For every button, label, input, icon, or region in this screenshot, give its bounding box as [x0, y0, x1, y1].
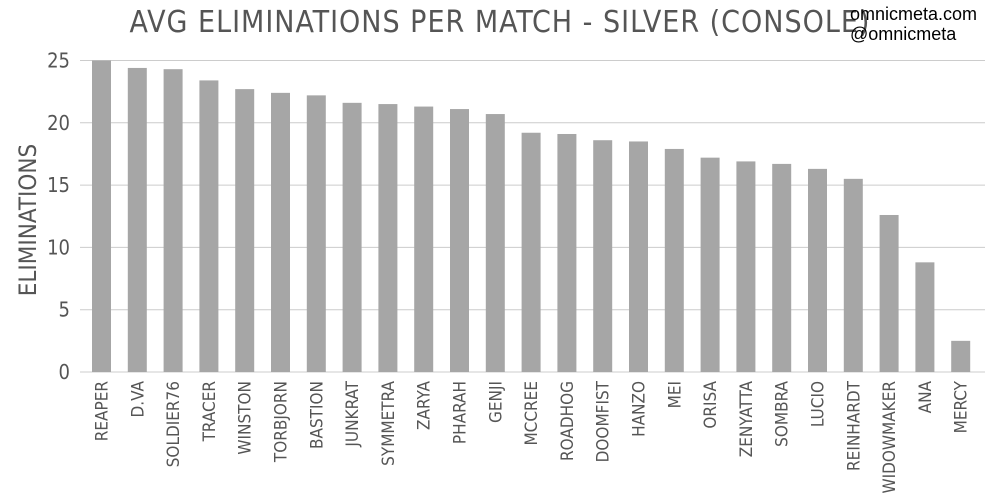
bar-reaper [92, 60, 111, 372]
x-tick-label: MERCY [952, 380, 972, 433]
bar-hanzo [629, 141, 648, 372]
x-tick-label: REAPER [93, 381, 113, 442]
y-axis-label: ELIMINATIONS [14, 144, 42, 296]
bar-mei [664, 148, 684, 372]
bar-doomfist [593, 140, 613, 372]
bar-d-va [127, 67, 147, 372]
x-tick-label: ROADHOG [558, 381, 578, 461]
bar-junkrat [342, 102, 362, 372]
bar-roadhog [557, 133, 577, 372]
bar-widowmaker [879, 214, 899, 372]
bar-symmetra [378, 104, 398, 373]
watermark: omnicmeta.com @omnicmeta [850, 4, 977, 44]
y-tick-label: 5 [59, 298, 70, 322]
bar-zenyatta [736, 161, 756, 372]
x-tick-label: REINHARDT [844, 380, 864, 471]
bar-genji [485, 114, 505, 373]
x-tick-label: MCCREE [522, 381, 542, 446]
y-axis-ticks: 0 5 10 15 20 25 [47, 48, 70, 384]
x-axis-labels: REAPER D.VA SOLDIER76 TRACER WINSTON TORBJORN… [93, 380, 972, 493]
x-tick-label: WINSTON [236, 381, 256, 455]
x-tick-label: LUCIO [809, 381, 829, 427]
x-tick-label: PHARAH [451, 381, 471, 444]
x-tick-label: JUNKRAT [343, 380, 363, 447]
bar-torbjorn [271, 92, 290, 372]
bar-bastion [306, 95, 326, 372]
bar-reinhardt [843, 178, 863, 372]
x-tick-label: SOLDIER76 [164, 381, 184, 467]
y-tick-label: 0 [59, 360, 70, 384]
bar-soldier76 [163, 69, 183, 372]
x-tick-label: ZENYATTA [737, 380, 757, 457]
x-tick-label: ANA [916, 380, 936, 413]
x-tick-label: WIDOWMAKER [880, 381, 900, 494]
x-tick-label: BASTION [307, 381, 327, 449]
x-tick-label: MEI [665, 381, 685, 408]
bar-winston [235, 89, 255, 372]
bar-sombra [772, 163, 792, 372]
y-tick-label: 10 [47, 235, 70, 259]
x-tick-label: TRACER [200, 381, 220, 443]
x-tick-label: HANZO [630, 381, 650, 437]
x-tick-label: ZARYA [415, 380, 435, 429]
bar-orisa [700, 157, 720, 372]
y-tick-label: 25 [47, 48, 70, 72]
watermark-site: omnicmeta.com [850, 4, 978, 24]
bar-pharah [450, 109, 469, 373]
watermark-handle: @omnicmeta [850, 24, 957, 44]
chart-title: AVG ELIMINATIONS PER MATCH - SILVER (CON… [130, 5, 871, 40]
bar-ana [915, 262, 935, 372]
x-tick-label: ORISA [701, 380, 721, 428]
bar-lucio [808, 168, 827, 372]
bar-mccree [521, 132, 541, 372]
bar-tracer [199, 80, 219, 373]
bar-mercy [951, 340, 971, 372]
y-tick-label: 15 [47, 173, 70, 197]
x-tick-label: SOMBRA [773, 380, 793, 446]
y-tick-label: 20 [47, 111, 70, 135]
x-tick-label: TORBJORN [272, 381, 292, 463]
x-tick-label: D.VA [128, 380, 148, 417]
x-tick-label: SYMMETRA [379, 380, 399, 465]
bars [92, 60, 971, 373]
x-tick-label: DOOMFIST [594, 380, 614, 462]
x-tick-label: GENJI [486, 381, 506, 423]
bar-zarya [414, 106, 434, 373]
